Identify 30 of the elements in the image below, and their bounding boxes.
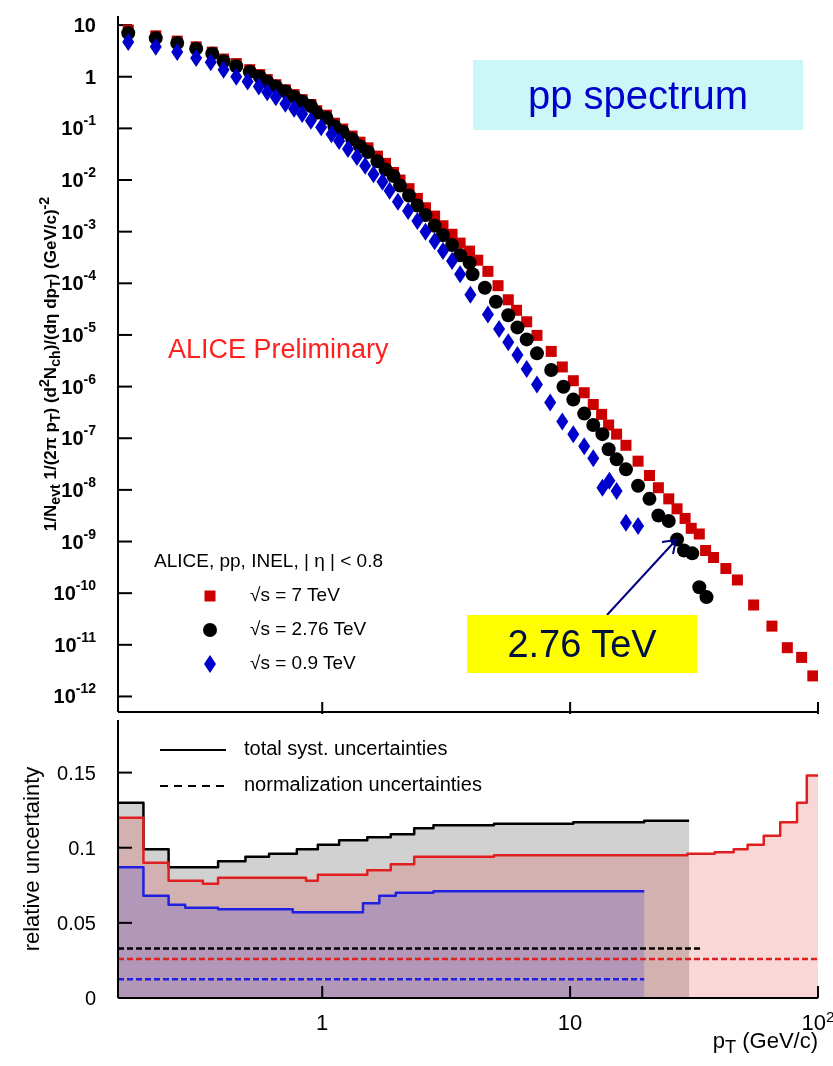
x-tick-label: 10 <box>557 1010 583 1035</box>
y-tick-label: 0.1 <box>68 836 96 859</box>
y-tick-label: 10$^{-11}$ <box>54 628 97 656</box>
annotation: ALICE Preliminary <box>168 334 389 365</box>
y-tick-label: 10$^{-2}$ <box>61 164 97 192</box>
annotation: pp spectrum <box>473 60 803 130</box>
y-tick-label: 10$^{-7}$ <box>61 422 97 450</box>
y-tick-label: 10$^{-5}$ <box>61 318 97 346</box>
y-tick-label: 0.05 <box>57 911 96 934</box>
y-tick-label: 10$^{-8}$ <box>61 473 97 501</box>
y-tick-label: 10 <box>73 14 96 37</box>
legend-title: ALICE, pp, INEL, | η | < 0.8 <box>154 549 384 573</box>
y-tick-label: 10$^{-9}$ <box>61 525 97 553</box>
y-tick-label: 10$^{-10}$ <box>53 577 97 605</box>
y-axis-title: relative uncertainty <box>18 765 45 954</box>
y-tick-label: 0.15 <box>57 761 96 784</box>
annotation: 2.76 TeV <box>467 615 698 674</box>
legend-label: normalization uncertainties <box>244 773 482 795</box>
legend-label: √s = 0.9 TeV <box>250 652 356 673</box>
y-tick-label: 0 <box>84 987 96 1009</box>
y-tick-label: 10$^{-6}$ <box>61 370 97 398</box>
legend-label: √s = 2.76 TeV <box>250 618 367 639</box>
y-tick-label: 10$^{-1}$ <box>61 112 97 140</box>
legend-label: √s = 7 TeV <box>250 584 340 605</box>
y-tick-label: 10$^{-4}$ <box>61 267 97 295</box>
legend-label: total syst. uncertainties <box>244 737 448 759</box>
y-tick-label: 1 <box>84 65 96 88</box>
y-tick-label: 10$^{-12}$ <box>53 680 97 708</box>
x-tick-label: 1 <box>316 1010 329 1035</box>
y-tick-label: 10$^{-3}$ <box>61 215 97 243</box>
